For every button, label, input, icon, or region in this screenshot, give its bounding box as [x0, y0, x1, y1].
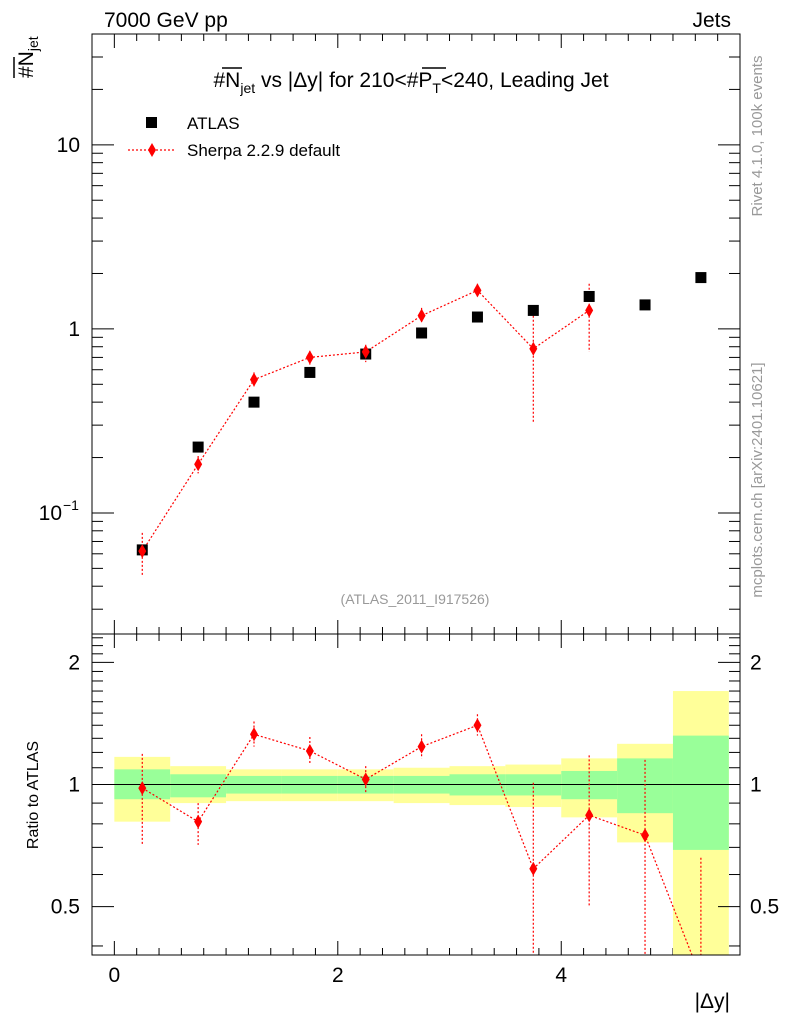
- mc-point: [361, 344, 370, 359]
- mcplots-url: mcplots.cern.ch [arXiv:2401.10621]: [749, 362, 766, 597]
- legend-mc-marker: [148, 143, 156, 157]
- title-jet-sub: jet: [239, 80, 255, 96]
- ratio-panel: 0 2 4 2 2 1 1 0.5 0.5: [51, 633, 779, 987]
- title-part-1: #: [213, 69, 225, 92]
- ratio-mc-line: [141, 724, 693, 956]
- energy-label: 7000 GeV pp: [104, 9, 228, 32]
- x-tick-label: 0: [109, 964, 121, 987]
- mc-point: [194, 457, 203, 472]
- mc-point: [473, 283, 482, 298]
- ratio-y-tick-label-right: 2: [750, 651, 762, 674]
- category-label: Jets: [692, 9, 731, 32]
- mc-point: [138, 544, 147, 559]
- mc-point: [417, 308, 426, 323]
- ratio-mc-point: [305, 743, 314, 758]
- mc-point: [250, 372, 258, 387]
- chart-title: #Njet vs |Δy| for 210<#PT<240, Leading J…: [213, 69, 608, 96]
- mc-point: [305, 350, 314, 365]
- ratio-mc-point: [417, 739, 426, 754]
- atlas-data-point: [527, 304, 539, 316]
- rivet-version: Rivet 4.1.0, 100k events: [749, 56, 766, 217]
- legend-data-label: ATLAS: [187, 114, 240, 133]
- y-axis-label: #Njet: [15, 36, 41, 78]
- svg-text:#Njet: #Njet: [15, 36, 41, 78]
- analysis-id: (ATLAS_2011_I917526): [341, 591, 490, 607]
- atlas-data-point: [248, 396, 260, 408]
- y-tick-label-exponent: −1: [63, 497, 79, 513]
- atlas-data-point: [695, 272, 707, 284]
- y-tick-label-10: 10: [57, 134, 80, 157]
- atlas-data-point: [192, 441, 204, 453]
- atlas-data-point: [416, 327, 428, 339]
- title-part-3: <240, Leading Jet: [441, 69, 609, 92]
- ratio-frame: [91, 633, 741, 956]
- ratio-mc-point: [473, 718, 482, 733]
- y-axis-label-n: N: [15, 51, 38, 66]
- y-axis-label-sub: jet: [25, 36, 41, 52]
- legend-mc-label: Sherpa 2.2.9 default: [187, 141, 340, 160]
- atlas-data-point: [304, 366, 316, 378]
- title-t-sub: T: [432, 80, 441, 96]
- y-tick-label-1: 1: [68, 318, 80, 341]
- x-tick-label: 4: [555, 964, 567, 987]
- mc-point: [585, 303, 594, 318]
- y-tick-label-0.1: 10: [39, 502, 62, 525]
- title-p: P: [418, 69, 432, 92]
- atlas-data-point: [583, 290, 595, 302]
- y-axis-label-hash: #: [15, 66, 38, 78]
- title-part-2: vs |Δy| for 210<#: [255, 69, 419, 92]
- ratio-y-axis-label: Ratio to ATLAS: [25, 741, 42, 849]
- ratio-y-tick-label-right: 0.5: [750, 896, 779, 919]
- ratio-band-inner: [672, 735, 729, 850]
- mc-line: [141, 289, 590, 552]
- x-axis-label: |Δy|: [695, 990, 730, 1013]
- x-tick-label: 2: [332, 964, 344, 987]
- ratio-y-tick-label: 2: [68, 651, 80, 674]
- atlas-data-point: [471, 311, 483, 323]
- ratio-y-tick-label: 1: [68, 774, 80, 797]
- legend-data-marker: [146, 117, 157, 128]
- ratio-y-tick-label-right: 1: [750, 774, 762, 797]
- atlas-data-point: [639, 299, 651, 311]
- ratio-band-inner: [170, 774, 227, 798]
- mc-point: [529, 341, 538, 356]
- ratio-y-tick-label: 0.5: [51, 896, 80, 919]
- title-n: N: [225, 69, 240, 92]
